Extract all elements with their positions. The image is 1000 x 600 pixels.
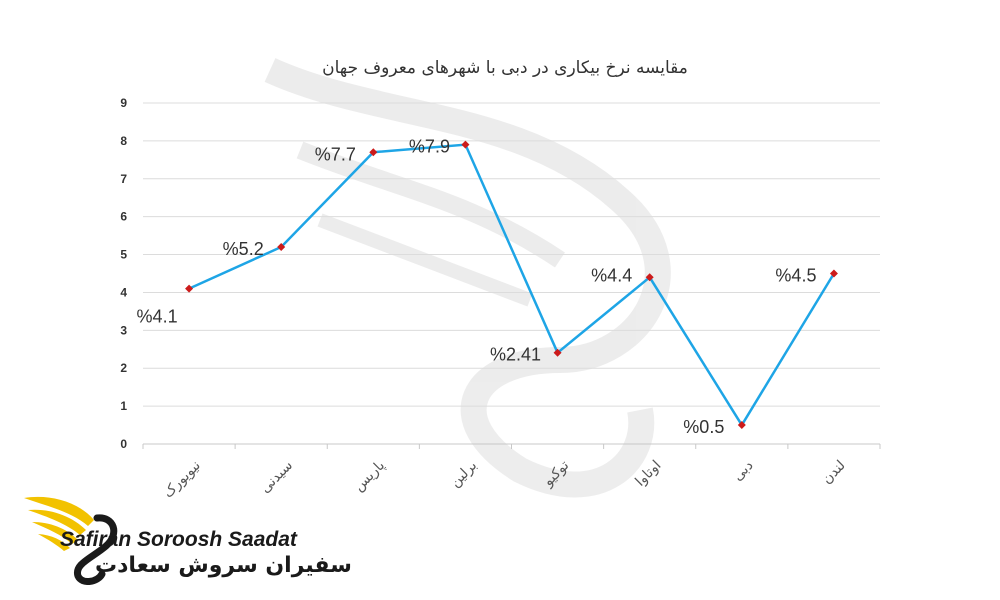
brand-name-fa: سفیران سروش سعادت [95, 553, 352, 578]
data-label: %4.5 [775, 266, 816, 286]
data-labels: %4.1 %5.2 %7.7 %7.9 %2.41 %4.4 %0.5 %4.5 [137, 137, 817, 437]
data-label: %7.7 [315, 144, 356, 164]
data-point [645, 273, 654, 282]
data-point [461, 140, 470, 149]
series-line [188, 143, 836, 428]
data-point [185, 284, 194, 293]
y-tick-label: 5 [120, 248, 127, 262]
y-tick-label: 2 [120, 361, 127, 375]
y-tick-label: 6 [120, 210, 127, 224]
data-label: %5.2 [223, 239, 264, 259]
data-point [553, 348, 562, 357]
data-point [737, 421, 746, 430]
data-point [829, 269, 838, 278]
data-point [369, 148, 378, 157]
x-tick-label: پاریس [351, 457, 388, 494]
data-label: %4.4 [591, 265, 632, 285]
y-tick-label: 7 [120, 172, 127, 186]
y-tick-label: 4 [120, 285, 127, 299]
x-tick-label: دبی [730, 458, 757, 485]
y-tick-label: 1 [120, 399, 127, 413]
chart-title: مقایسه نرخ بیکاری در دبی با شهرهای معروف… [322, 58, 688, 78]
grid [142, 102, 881, 449]
wing-swan-logo-icon [24, 496, 118, 585]
y-tick-label: 8 [120, 134, 127, 148]
series [185, 140, 838, 430]
y-axis: 0 1 2 3 4 5 6 7 8 9 [120, 96, 127, 451]
y-tick-label: 0 [120, 437, 127, 451]
data-label: %0.5 [683, 417, 724, 437]
x-tick-label: برلین [447, 458, 480, 491]
data-point [277, 242, 286, 251]
brand-name-en: Safiran Soroosh Saadat [60, 528, 297, 551]
data-label: %4.1 [137, 307, 178, 327]
data-label: %2.41 [490, 345, 541, 365]
x-tick-label: لندن [819, 458, 849, 488]
y-tick-label: 9 [120, 96, 127, 110]
data-label: %7.9 [409, 137, 450, 157]
y-tick-label: 3 [120, 323, 127, 337]
watermark-logo [264, 58, 671, 498]
